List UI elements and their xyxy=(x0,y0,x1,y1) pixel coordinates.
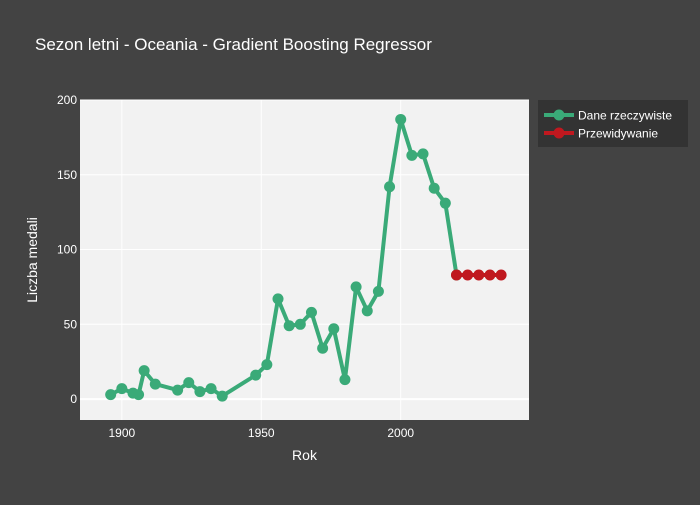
data-point-0 xyxy=(350,281,362,293)
data-point-0 xyxy=(372,285,384,297)
data-point-1 xyxy=(495,269,507,281)
y-tick-label: 50 xyxy=(64,317,78,331)
data-point-0 xyxy=(261,359,273,371)
legend[interactable]: Dane rzeczywiste Przewidywanie xyxy=(538,100,688,147)
data-point-0 xyxy=(361,305,373,317)
data-point-1 xyxy=(450,269,462,281)
x-axis-label: Rok xyxy=(292,447,318,463)
legend-label-actual: Dane rzeczywiste xyxy=(578,109,672,123)
data-point-0 xyxy=(216,390,228,402)
data-point-0 xyxy=(194,386,206,398)
data-point-0 xyxy=(250,369,262,381)
data-point-1 xyxy=(484,269,496,281)
data-point-0 xyxy=(305,306,317,318)
legend-label-prediction: Przewidywanie xyxy=(578,127,658,141)
data-point-0 xyxy=(384,181,396,193)
legend-marker-actual xyxy=(553,109,565,121)
data-point-1 xyxy=(462,269,474,281)
data-point-0 xyxy=(133,389,145,401)
y-axis-label: Liczba medali xyxy=(24,217,40,303)
data-point-0 xyxy=(172,384,184,396)
data-point-1 xyxy=(473,269,485,281)
y-tick-label: 150 xyxy=(57,168,77,182)
data-point-0 xyxy=(428,182,440,194)
y-tick-label: 0 xyxy=(70,392,77,406)
x-tick-label: 1900 xyxy=(108,426,135,440)
tick-layer: 1900 1950 2000 0 50 100 150 200 xyxy=(57,93,414,440)
data-point-0 xyxy=(406,149,418,161)
y-tick-label: 200 xyxy=(57,93,77,107)
data-point-0 xyxy=(272,293,284,305)
series-layer xyxy=(105,113,507,402)
data-point-0 xyxy=(294,318,306,330)
data-point-0 xyxy=(317,342,329,354)
x-tick-label: 1950 xyxy=(248,426,275,440)
data-point-0 xyxy=(105,389,117,401)
data-point-0 xyxy=(116,383,128,395)
data-point-0 xyxy=(205,383,217,395)
legend-marker-prediction xyxy=(553,127,565,139)
data-point-0 xyxy=(439,197,451,209)
data-point-0 xyxy=(149,378,161,390)
data-point-0 xyxy=(339,374,351,386)
chart-title: Sezon letni - Oceania - Gradient Boostin… xyxy=(35,35,432,54)
legend-background xyxy=(538,100,688,147)
data-point-0 xyxy=(138,365,150,377)
x-tick-label: 2000 xyxy=(387,426,414,440)
data-point-0 xyxy=(328,323,340,335)
data-point-0 xyxy=(417,148,429,160)
data-point-0 xyxy=(395,113,407,125)
data-point-0 xyxy=(283,320,295,332)
data-point-0 xyxy=(183,377,195,389)
y-tick-label: 100 xyxy=(57,243,77,257)
